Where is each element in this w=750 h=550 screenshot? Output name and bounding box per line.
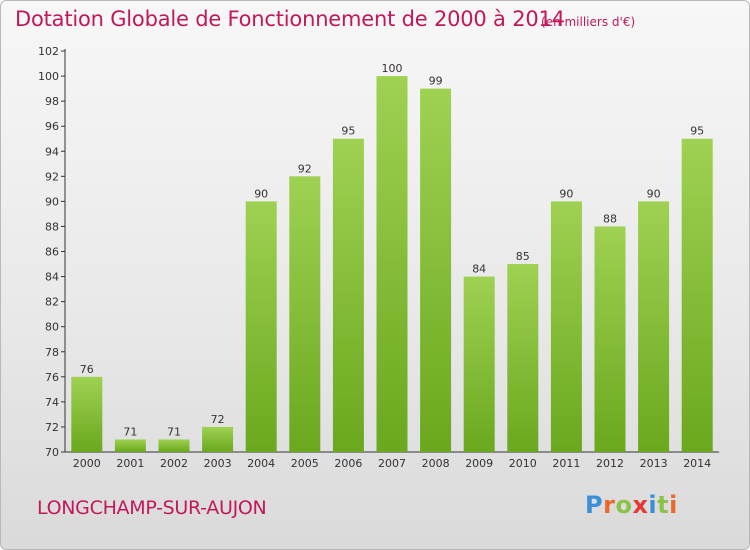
logo-letter: o	[615, 491, 633, 519]
data-label: 71	[123, 425, 137, 438]
bar	[245, 201, 277, 452]
bar	[681, 138, 713, 452]
data-label: 71	[167, 425, 181, 438]
y-tick-label: 76	[45, 371, 59, 384]
y-tick-label: 90	[45, 195, 59, 208]
y-tick-label: 92	[45, 170, 59, 183]
data-label: 90	[559, 187, 573, 200]
bar	[114, 439, 146, 452]
x-tick-label: 2009	[465, 457, 493, 470]
bar	[420, 88, 452, 452]
logo-letter: r	[603, 491, 616, 519]
y-tick-label: 98	[45, 95, 59, 108]
logo-letter: i	[669, 491, 678, 519]
chart-unit: (en milliers d'€)	[541, 15, 636, 29]
bar	[289, 176, 321, 452]
y-tick-label: 78	[45, 346, 59, 359]
logo-letter: i	[648, 491, 658, 519]
x-tick-label: 2000	[73, 457, 101, 470]
data-label: 76	[80, 363, 94, 376]
x-tick-label: 2004	[247, 457, 275, 470]
x-tick-label: 2013	[640, 457, 668, 470]
x-tick-label: 2003	[204, 457, 232, 470]
bar	[71, 376, 103, 452]
bar	[507, 264, 539, 452]
bar	[158, 439, 190, 452]
logo-letter: x	[632, 491, 649, 519]
data-label: 85	[516, 250, 530, 263]
x-tick-label: 2011	[552, 457, 580, 470]
x-tick-label: 2007	[378, 457, 406, 470]
y-tick-label: 84	[45, 271, 59, 284]
y-tick-label: 88	[45, 220, 59, 233]
logo-letter: P	[585, 491, 604, 519]
y-tick-label: 80	[45, 321, 59, 334]
data-label: 88	[603, 212, 617, 225]
bar	[376, 76, 408, 452]
data-label: 90	[254, 187, 268, 200]
y-tick-label: 102	[38, 45, 59, 58]
data-label: 90	[647, 187, 661, 200]
data-label: 95	[341, 125, 355, 138]
proxiti-logo: Proxiti	[585, 491, 678, 519]
bar	[638, 201, 670, 452]
data-label: 72	[211, 413, 225, 426]
x-tick-label: 2005	[291, 457, 319, 470]
bar	[463, 276, 495, 452]
data-label: 99	[429, 75, 443, 88]
x-tick-label: 2002	[160, 457, 188, 470]
y-tick-label: 100	[38, 70, 59, 83]
y-tick-label: 94	[45, 145, 59, 158]
x-tick-label: 2006	[334, 457, 362, 470]
data-label: 95	[690, 125, 704, 138]
x-tick-label: 2001	[116, 457, 144, 470]
y-tick-label: 96	[45, 120, 59, 133]
x-tick-label: 2012	[596, 457, 624, 470]
y-tick-label: 74	[45, 396, 59, 409]
y-tick-label: 72	[45, 421, 59, 434]
logo-letter: t	[657, 491, 670, 519]
bar	[332, 138, 364, 452]
data-label: 92	[298, 162, 312, 175]
data-label: 100	[382, 62, 403, 75]
bar	[202, 426, 234, 452]
y-tick-label: 70	[45, 446, 59, 459]
commune-name: LONGCHAMP-SUR-AUJON	[37, 497, 267, 519]
x-tick-label: 2010	[509, 457, 537, 470]
x-tick-label: 2008	[422, 457, 450, 470]
y-tick-label: 82	[45, 296, 59, 309]
bar	[594, 226, 626, 452]
y-tick-label: 86	[45, 246, 59, 259]
data-label: 84	[472, 263, 486, 276]
chart-title: Dotation Globale de Fonctionnement de 20…	[15, 7, 565, 31]
x-tick-label: 2014	[683, 457, 711, 470]
bar	[550, 201, 582, 452]
